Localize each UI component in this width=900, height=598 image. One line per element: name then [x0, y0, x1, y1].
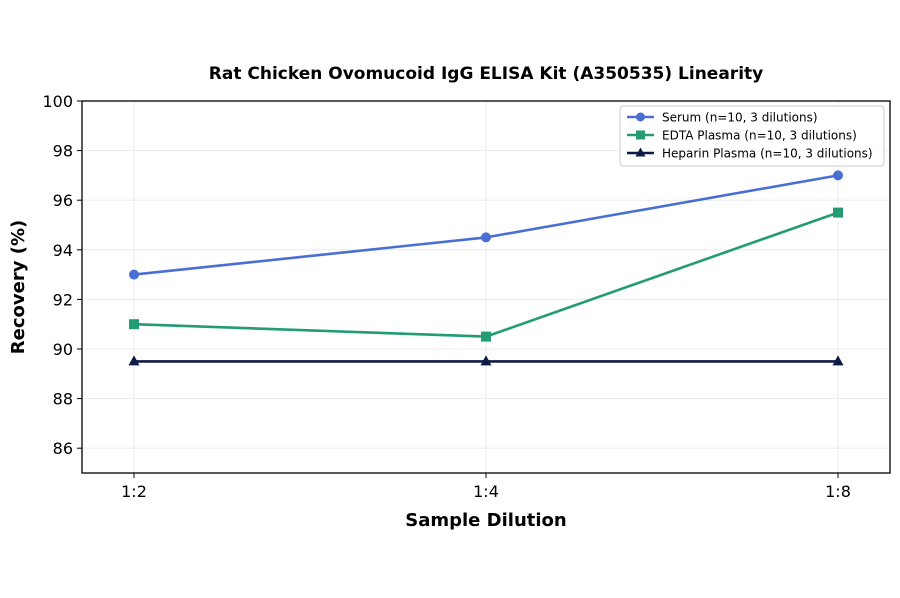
- series-2: [129, 207, 843, 342]
- data-point: [480, 355, 492, 366]
- y-tick-label: 90: [53, 340, 73, 359]
- legend-marker: [636, 130, 645, 140]
- x-tick-label: 1:2: [121, 482, 147, 501]
- data-point: [128, 355, 140, 366]
- y-axis-label: Recovery (%): [8, 220, 29, 354]
- y-tick-label: 92: [53, 290, 73, 309]
- y-tick-label: 96: [53, 191, 73, 210]
- y-tick-label: 94: [53, 241, 73, 260]
- legend: Serum (n=10, 3 dilutions) EDTA Plasma (n=…: [619, 105, 885, 167]
- legend-box: [619, 105, 885, 167]
- x-tick-label: 1:4: [473, 482, 499, 501]
- y-tick-label: 86: [53, 439, 73, 458]
- data-point: [833, 207, 843, 218]
- data-point: [481, 331, 491, 342]
- x-tick-label: 1:8: [825, 482, 851, 501]
- y-tick-label: 98: [53, 142, 73, 161]
- legend-items: Serum (n=10, 3 dilutions) EDTA Plasma (n=…: [627, 111, 873, 161]
- data-point: [481, 232, 491, 243]
- y-tick-label: 100: [42, 92, 73, 111]
- series-1: [129, 170, 843, 280]
- data-point: [129, 319, 139, 330]
- y-tick-label: 88: [53, 390, 73, 409]
- series-3: [128, 355, 844, 366]
- legend-label: Heparin Plasma (n=10, 3 dilutions): [662, 147, 873, 161]
- data-point: [832, 355, 844, 366]
- axis-layer: 86 88 90 92 94 96 98 100 1:2 1:4 1:8: [42, 92, 850, 501]
- data-point: [129, 269, 139, 280]
- data-point: [833, 170, 843, 181]
- legend-marker: [635, 147, 646, 157]
- legend-marker: [636, 112, 645, 122]
- legend-label: Serum (n=10, 3 dilutions): [662, 111, 818, 125]
- legend-label: EDTA Plasma (n=10, 3 dilutions): [662, 129, 857, 143]
- x-axis-label: Sample Dilution: [405, 510, 566, 531]
- series-layer: [128, 170, 844, 366]
- chart-title: Rat Chicken Ovomucoid IgG ELISA Kit (A35…: [209, 64, 763, 84]
